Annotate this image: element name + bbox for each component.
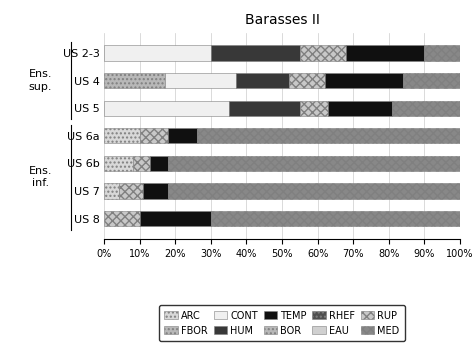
Bar bbox=[140, 211, 211, 226]
Bar bbox=[228, 101, 300, 116]
Bar bbox=[133, 156, 151, 171]
Bar bbox=[403, 73, 460, 88]
Bar bbox=[165, 73, 236, 88]
Bar bbox=[104, 101, 228, 116]
Bar bbox=[104, 211, 140, 226]
Bar bbox=[328, 101, 392, 116]
Bar bbox=[289, 73, 325, 88]
Bar bbox=[104, 45, 211, 60]
Bar bbox=[168, 128, 197, 143]
Bar bbox=[300, 45, 346, 60]
Text: Ens.
sup.: Ens. sup. bbox=[28, 70, 52, 92]
Bar bbox=[300, 101, 328, 116]
Text: Ens.
inf.: Ens. inf. bbox=[28, 166, 52, 188]
Bar bbox=[104, 128, 140, 143]
Bar bbox=[211, 211, 460, 226]
Bar bbox=[104, 156, 133, 171]
Bar bbox=[325, 73, 403, 88]
Bar bbox=[104, 183, 118, 198]
Bar bbox=[151, 156, 168, 171]
Bar bbox=[236, 73, 289, 88]
Bar bbox=[118, 183, 143, 198]
Bar bbox=[424, 45, 460, 60]
Bar bbox=[143, 183, 168, 198]
Bar bbox=[104, 73, 165, 88]
Bar bbox=[392, 101, 460, 116]
Bar bbox=[346, 45, 424, 60]
Bar bbox=[168, 156, 460, 171]
Bar bbox=[211, 45, 300, 60]
Bar bbox=[197, 128, 460, 143]
Bar bbox=[140, 128, 168, 143]
Legend: ARC, FBOR, CONT, HUM, TEMP, BOR, RHEF, EAU, RUP, MED: ARC, FBOR, CONT, HUM, TEMP, BOR, RHEF, E… bbox=[159, 305, 405, 341]
Bar bbox=[168, 183, 460, 198]
Title: Barasses II: Barasses II bbox=[245, 13, 319, 27]
